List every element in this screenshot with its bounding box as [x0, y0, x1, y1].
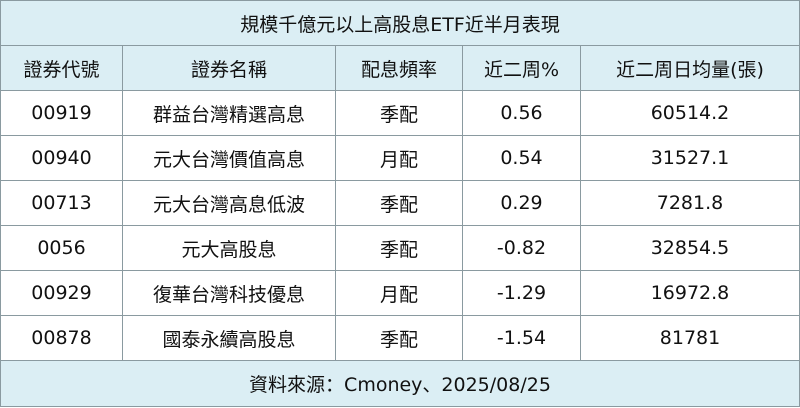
cell: 元大高股息 [122, 225, 336, 271]
source-note: 資料來源：Cmoney、2025/08/25 [0, 360, 800, 407]
cell: 00878 [0, 315, 123, 361]
data-row: 00929 復華台灣科技優息 月配 -1.29 16972.8 [0, 270, 800, 316]
cell: 0.56 [462, 90, 581, 136]
cell: 7281.8 [580, 180, 800, 226]
cell: 國泰永續高股息 [122, 315, 336, 361]
data-row: 0056 元大高股息 季配 -0.82 32854.5 [0, 225, 800, 271]
cell: -1.29 [462, 270, 581, 316]
footer-row: 資料來源：Cmoney、2025/08/25 [0, 360, 800, 407]
cell: 月配 [335, 135, 463, 181]
cell: 0056 [0, 225, 123, 271]
cell: 月配 [335, 270, 463, 316]
data-row: 00919 群益台灣精選高息 季配 0.56 60514.2 [0, 90, 800, 136]
cell: 季配 [335, 225, 463, 271]
cell: 元大台灣高息低波 [122, 180, 336, 226]
data-row: 00713 元大台灣高息低波 季配 0.29 7281.8 [0, 180, 800, 226]
header-row: 證券代號 證券名稱 配息頻率 近二周% 近二周日均量(張) [0, 45, 800, 91]
cell: 元大台灣價值高息 [122, 135, 336, 181]
cell: 00940 [0, 135, 123, 181]
data-row: 00878 國泰永續高股息 季配 -1.54 81781 [0, 315, 800, 361]
cell: 季配 [335, 180, 463, 226]
cell: 00929 [0, 270, 123, 316]
cell: 群益台灣精選高息 [122, 90, 336, 136]
cell: 季配 [335, 315, 463, 361]
cell: 0.29 [462, 180, 581, 226]
cell: 00919 [0, 90, 123, 136]
cell: -0.82 [462, 225, 581, 271]
cell: 31527.1 [580, 135, 800, 181]
header-cell: 證券代號 [0, 45, 123, 91]
cell: -1.54 [462, 315, 581, 361]
cell: 復華台灣科技優息 [122, 270, 336, 316]
header-cell: 配息頻率 [335, 45, 463, 91]
cell: 季配 [335, 90, 463, 136]
data-row: 00940 元大台灣價值高息 月配 0.54 31527.1 [0, 135, 800, 181]
title-row: 規模千億元以上高股息ETF近半月表現 [0, 0, 800, 46]
header-cell: 近二周日均量(張) [580, 45, 800, 91]
header-cell: 近二周% [462, 45, 581, 91]
cell: 16972.8 [580, 270, 800, 316]
cell: 00713 [0, 180, 123, 226]
cell: 0.54 [462, 135, 581, 181]
table-title: 規模千億元以上高股息ETF近半月表現 [0, 0, 800, 46]
cell: 60514.2 [580, 90, 800, 136]
cell: 32854.5 [580, 225, 800, 271]
cell: 81781 [580, 315, 800, 361]
header-cell: 證券名稱 [122, 45, 336, 91]
